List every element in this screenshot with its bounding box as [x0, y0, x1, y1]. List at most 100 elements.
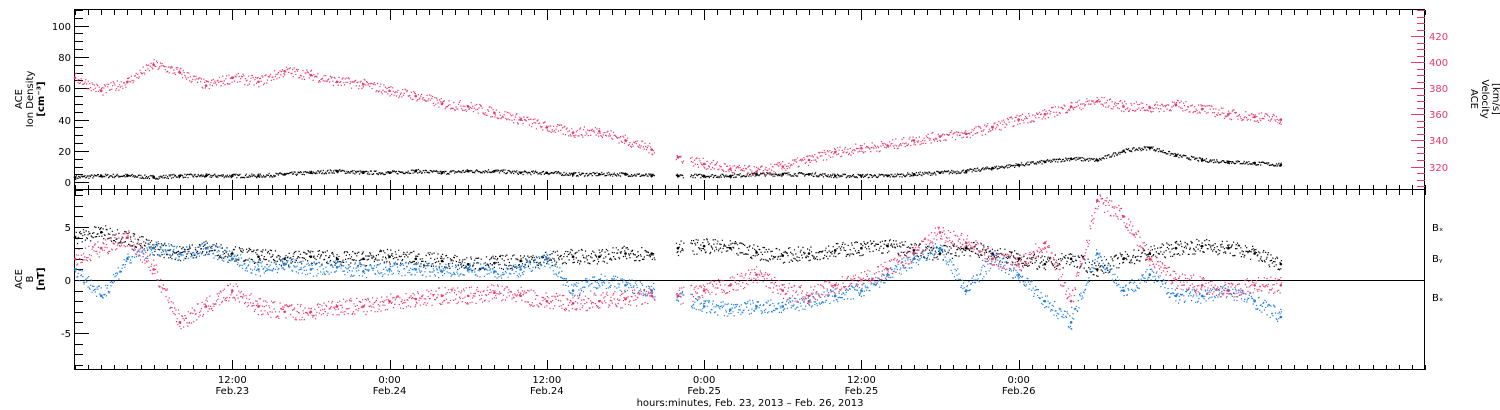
velocity-tick-label: 380 [1429, 84, 1448, 95]
bz-point [781, 289, 785, 292]
density-point [1227, 160, 1230, 164]
panel-bottom-frame [74, 189, 1425, 370]
velocity-tick-label: 400 [1429, 58, 1448, 69]
by-point [1069, 321, 1073, 324]
bx-point [493, 261, 496, 265]
time-tick-label: 0:00 [378, 375, 400, 386]
legend-bz: Bₓ [1432, 293, 1443, 304]
by-point [964, 289, 968, 292]
panel-bottom-time-ticks [75, 190, 1426, 370]
velocity-point [178, 71, 182, 74]
by-point [702, 305, 706, 308]
velocity-point [964, 132, 968, 136]
velocity-tick-label: 320 [1429, 163, 1448, 174]
legend-by: Bᵧ [1432, 254, 1443, 265]
velocity-point [912, 139, 916, 142]
velocity-point [1069, 105, 1073, 108]
panel-top-series [73, 59, 1283, 180]
velocity-point [807, 158, 811, 162]
by-point [860, 289, 863, 292]
bz-point [755, 273, 758, 277]
velocity-point [1279, 118, 1283, 121]
density-axis-title: ACE Ion Density [cm⁻³] [14, 71, 47, 128]
bx-point [1069, 257, 1073, 261]
velocity-point [1017, 118, 1020, 121]
bz-point [624, 297, 627, 301]
by-point [729, 308, 732, 311]
time-tick-date: Feb.24 [373, 386, 407, 397]
bz-point [519, 294, 522, 298]
by-point [545, 257, 549, 261]
density-samples [75, 146, 1282, 180]
velocity-tick-label: 360 [1429, 110, 1448, 121]
panel-top-frame [74, 9, 1425, 190]
bz-point [1043, 241, 1047, 245]
bx-point [1096, 268, 1099, 271]
density-point [73, 176, 77, 179]
time-axis-title: hours:minutes, Feb. 23, 2013 – Feb. 26, … [637, 398, 864, 409]
by-point [126, 257, 129, 261]
velocity-axis-ticks: 320 340 360 380 400 420 [1411, 10, 1448, 187]
density-axis-ticks: 0 20 40 60 80 100 [52, 10, 89, 191]
time-tick-label: 12:00 [218, 375, 247, 386]
bx-point [1174, 246, 1178, 250]
bz-point [152, 268, 155, 271]
bz-point [938, 231, 942, 234]
velocity-point [152, 63, 155, 67]
bx-point [624, 252, 627, 255]
series-density [73, 146, 1283, 180]
velocity-point [388, 89, 391, 93]
density-tick-label: 60 [58, 84, 71, 95]
bx-point [257, 255, 260, 259]
panel-top: 0 20 40 60 80 100 320 340 360 380 400 420 ACE Ion … [14, 9, 1500, 191]
by-point [571, 289, 575, 292]
by-point [493, 270, 496, 273]
bz-point [650, 294, 653, 298]
bz-point [493, 291, 496, 295]
by-point [1017, 273, 1020, 277]
time-tick-date: Feb.25 [845, 386, 879, 397]
series-by [73, 241, 1283, 330]
density-axis-title-line-2: Ion Density [25, 71, 36, 128]
field-tick-label: 5 [65, 223, 71, 234]
velocity-samples [75, 59, 1282, 177]
bz-point [257, 305, 260, 308]
by-point [283, 262, 287, 266]
velocity-point [1148, 106, 1152, 110]
field-axis-title: ACE B [nT] [14, 267, 47, 290]
time-tick-date: Feb.26 [1002, 386, 1036, 397]
bx-point [335, 257, 339, 261]
legend-bx: Bₓ [1432, 223, 1443, 234]
by-point [519, 268, 522, 271]
bz-point [1174, 278, 1178, 282]
bz-point [1017, 262, 1020, 266]
bx-point [676, 246, 680, 250]
by-point [335, 265, 339, 269]
bz-point [807, 294, 811, 298]
bx-point [1253, 252, 1256, 255]
density-tick-label: 0 [65, 178, 71, 189]
velocity-point [702, 162, 706, 166]
by-point [1122, 289, 1125, 292]
time-tick-label: 12:00 [847, 375, 876, 386]
bx-point [414, 257, 418, 261]
field-tick-label: 0 [65, 276, 71, 287]
by-point [362, 270, 365, 273]
by-point [257, 268, 260, 271]
bx-point [1200, 244, 1204, 248]
bz-point [1096, 199, 1099, 202]
velocity-tick-label: 340 [1429, 136, 1448, 147]
velocity-point [1043, 113, 1047, 116]
density-axis-title-line-1: ACE [14, 89, 25, 109]
velocity-axis-title: ACE Velocity [km/s] [1468, 79, 1500, 118]
velocity-point [126, 80, 129, 84]
series-bz [73, 194, 1283, 330]
velocity-point [73, 76, 77, 80]
panel-bottom-series [73, 194, 1283, 330]
bz-point [283, 310, 287, 314]
bz-point [912, 252, 916, 255]
density-tick-label: 80 [58, 53, 71, 64]
bz-point [729, 283, 732, 287]
by-point [466, 268, 470, 271]
